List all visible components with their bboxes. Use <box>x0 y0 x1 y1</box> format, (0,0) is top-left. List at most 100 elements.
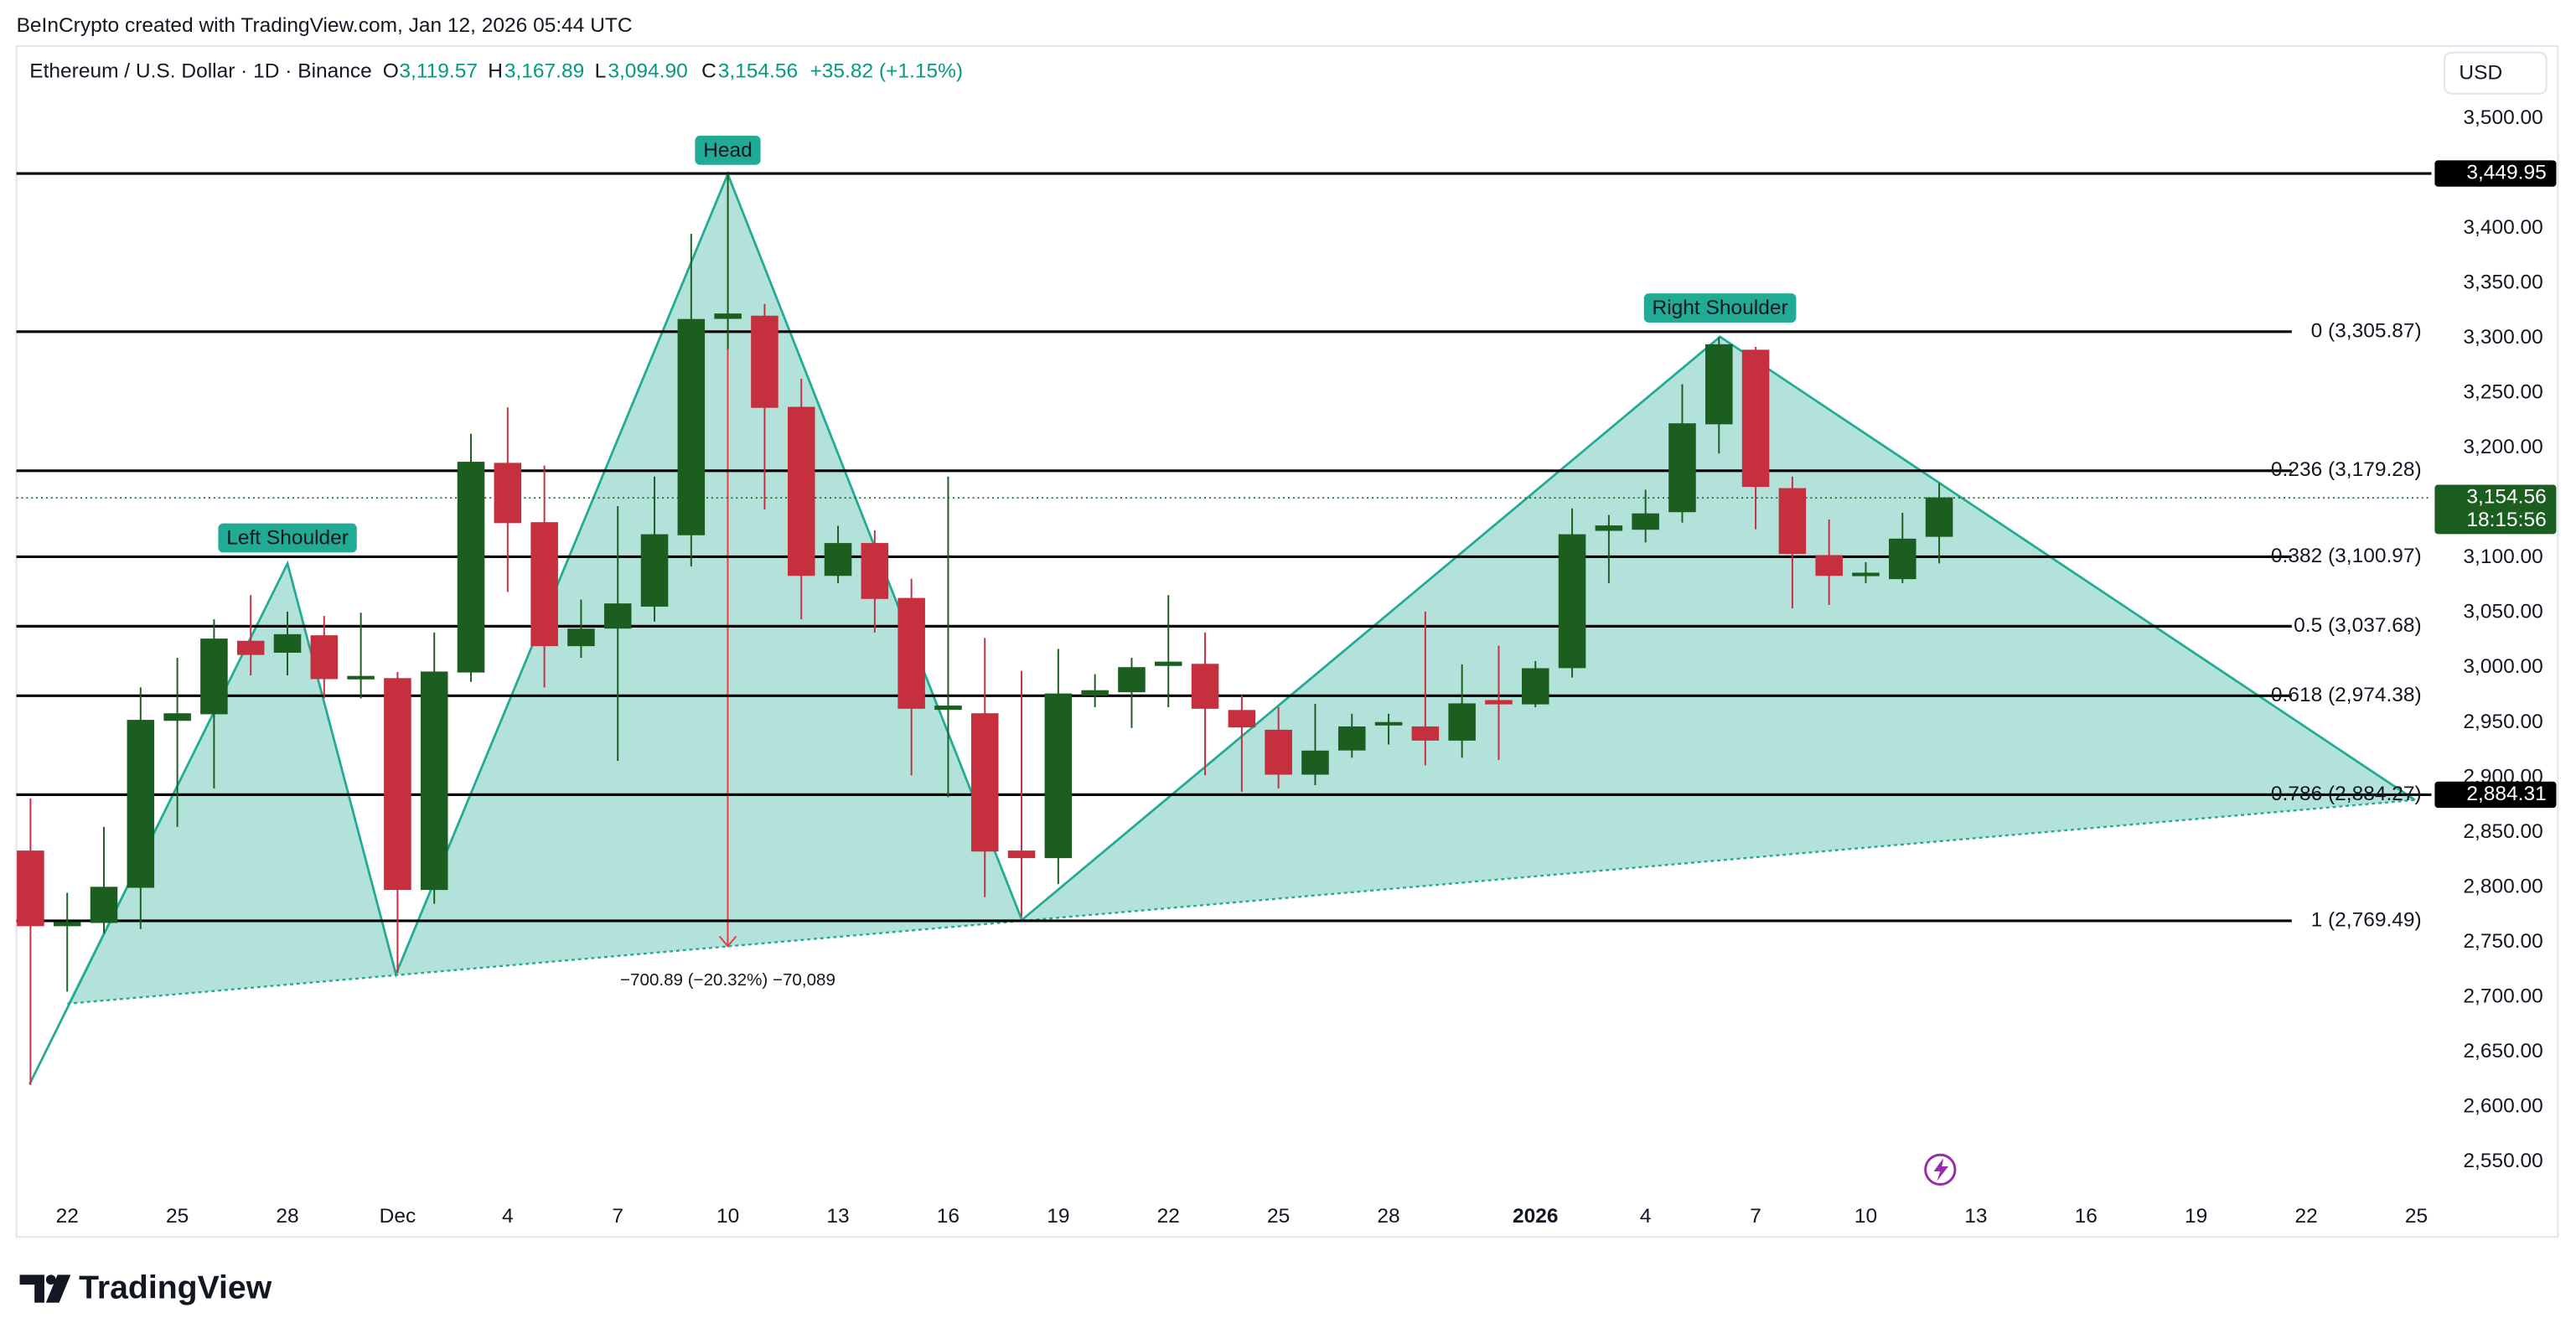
fib-label: 0.382 (3,100.97) <box>2271 545 2422 567</box>
symbol-title: Ethereum / U.S. Dollar · 1D · Binance <box>29 60 372 83</box>
candle-body <box>53 922 81 927</box>
labels-layer: −700.89 (−20.32%) −70,089 Left Shoulder … <box>218 135 2422 990</box>
close-label: C <box>701 60 716 83</box>
y-tick-label: 2,650.00 <box>2463 1040 2542 1062</box>
candle-body <box>897 597 925 709</box>
left-shoulder-label: Left Shoulder <box>226 527 349 550</box>
candle-body <box>163 713 191 721</box>
candle-body <box>1705 344 1733 425</box>
price-badge-label: 3,449.95 <box>2466 161 2546 184</box>
candle-body <box>127 720 155 888</box>
candle-body <box>1521 668 1549 705</box>
high-value: 3,167.89 <box>504 60 584 83</box>
candle-body <box>1007 850 1036 859</box>
right-shoulder-label: Right Shoulder <box>1653 297 1788 319</box>
price-badge <box>2434 160 2557 187</box>
measure-label: −700.89 (−20.32%) −70,089 <box>620 970 835 990</box>
x-tick-label: 25 <box>166 1205 189 1228</box>
candle-body <box>1889 538 1916 580</box>
fib-label: 0 (3,305.87) <box>2311 319 2422 342</box>
candle-body <box>530 522 558 647</box>
y-tick-label: 2,700.00 <box>2463 985 2542 1007</box>
x-tick-label: 16 <box>2075 1205 2098 1228</box>
y-tick-label: 2,550.00 <box>2463 1150 2542 1172</box>
x-tick-label: 4 <box>502 1205 514 1228</box>
x-tick-label: 28 <box>1377 1205 1399 1228</box>
y-tick-label: 3,100.00 <box>2463 545 2542 568</box>
candle-body <box>787 406 815 576</box>
price-badge <box>2434 781 2557 809</box>
change-value: +35.82 (+1.15%) <box>810 60 964 83</box>
y-tick-label: 2,800.00 <box>2463 875 2542 897</box>
low-value: 3,094.90 <box>608 60 687 83</box>
brand: TradingView <box>79 1269 272 1305</box>
x-tick-label: 13 <box>826 1205 849 1228</box>
candle-body <box>1228 710 1256 728</box>
candle-body <box>1191 664 1219 709</box>
low-label: L <box>595 60 607 83</box>
bolt-shape <box>1933 1158 1949 1181</box>
currency-box[interactable] <box>2444 51 2548 95</box>
chart-frame <box>15 44 2559 1238</box>
x-tick-label: 10 <box>1854 1205 1877 1228</box>
candle-body <box>1925 497 1953 537</box>
candle-body <box>90 887 118 923</box>
axes-layer: 3,500.00 3,400.00 3,350.00 3,300.00 3,250.00… <box>56 106 2557 1228</box>
x-tick-label: 13 <box>1964 1205 1987 1228</box>
close-value: 3,154.56 <box>718 60 798 83</box>
candle-body <box>17 850 44 927</box>
candle-body <box>1374 721 1403 726</box>
pattern-fill <box>67 173 2415 1004</box>
candle-body <box>1154 661 1182 666</box>
y-tick-label: 2,750.00 <box>2463 930 2542 953</box>
fib-label: 0.786 (2,884.27) <box>2271 783 2422 805</box>
y-tick-label: 3,200.00 <box>2463 436 2542 458</box>
candle-body <box>824 543 852 576</box>
footer-logo: TradingView <box>19 1269 272 1305</box>
candle-body <box>1118 667 1146 693</box>
y-tick-label: 3,250.00 <box>2463 381 2542 404</box>
y-tick-label: 2,950.00 <box>2463 711 2542 733</box>
x-tick-label: 25 <box>1267 1205 1290 1228</box>
logo-mark-b <box>45 1274 71 1303</box>
candle-body <box>1778 488 1807 555</box>
last-price-label: 3,154.56 <box>2466 486 2546 509</box>
candle-body <box>934 706 962 711</box>
y-tick-label: 3,000.00 <box>2463 655 2542 678</box>
y-tick-label: 2,600.00 <box>2463 1095 2542 1118</box>
x-tick-label: 7 <box>612 1205 623 1228</box>
y-tick-label: 3,050.00 <box>2463 601 2542 623</box>
fib-label: 0.236 (3,179.28) <box>2271 458 2422 481</box>
candle-body <box>1558 534 1586 669</box>
head-label: Head <box>703 139 753 162</box>
candle-body <box>1595 525 1623 531</box>
countdown-label: 18:15:56 <box>2466 509 2546 531</box>
candle-body <box>1081 690 1109 696</box>
candle-body <box>861 543 889 599</box>
currency-label[interactable]: USD <box>2459 62 2502 85</box>
y-tick-label: 3,400.00 <box>2463 216 2542 239</box>
x-tick-label: 22 <box>56 1205 79 1228</box>
x-tick-label: 19 <box>2185 1205 2207 1228</box>
candle-body <box>1668 423 1696 513</box>
candle-body <box>200 638 228 715</box>
fib-label: 0.5 (3,037.68) <box>2294 614 2422 637</box>
x-tick-label: 25 <box>2405 1205 2428 1228</box>
candle-body <box>640 534 669 607</box>
y-tick-label: 2,850.00 <box>2463 820 2542 843</box>
open-label: O <box>383 60 399 83</box>
candle-body <box>1448 703 1476 741</box>
tag-box <box>695 135 761 165</box>
x-tick-label: 28 <box>276 1205 298 1228</box>
candle-body <box>1632 513 1659 530</box>
candle-body <box>236 640 265 655</box>
candle-body <box>1815 555 1843 576</box>
x-tick-label: 4 <box>1640 1205 1652 1228</box>
measure-arrow <box>718 935 737 948</box>
y-tick-label: 3,300.00 <box>2463 326 2542 349</box>
tag-box <box>1643 293 1797 323</box>
header: Ethereum / U.S. Dollar · 1D · Binance O … <box>29 51 2548 95</box>
